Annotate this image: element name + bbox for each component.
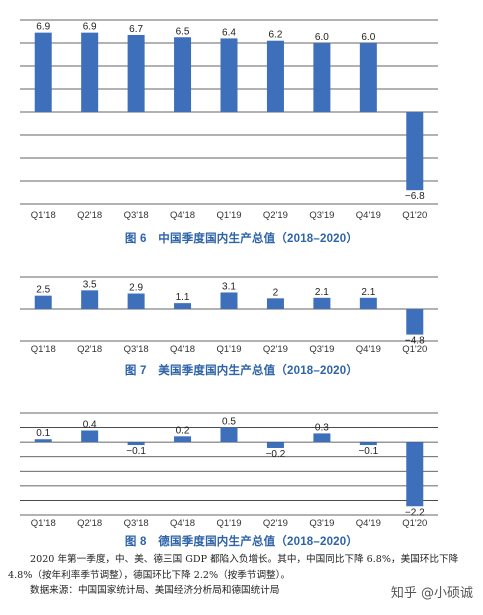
usa-gdp-chart: 2.5 Q1'18 3.5 Q2'18 2.9 Q3'18 1.1 Q4'18 3.1 Q1'19… [20, 276, 438, 355]
chart-caption-usa: 图 7 美国季度国内生产总值（2018–2020） [124, 365, 359, 377]
usa-tick-label: Q3'18 [124, 344, 149, 355]
china-data-label: 6.4 [222, 27, 236, 38]
germany-tick-label: Q1'20 [402, 518, 427, 529]
germany-bar-Q4'19 [359, 442, 377, 446]
china-tick-label: Q3'19 [309, 210, 334, 221]
china-tick-label: Q2'19 [263, 210, 288, 221]
usa-data-label: 2.1 [315, 287, 329, 298]
usa-bar-Q2'19 [266, 298, 284, 309]
usa-bar-Q4'19 [359, 297, 377, 309]
usa-data-label: 3.5 [83, 279, 97, 290]
germany-data-label: −0.1 [358, 446, 378, 457]
china-data-label: 6.5 [176, 26, 190, 37]
chart-caption-china: 图 6 中国季度国内生产总值（2018–2020） [124, 233, 359, 245]
germany-data-label: 0.4 [83, 419, 97, 430]
germany-data-label: −0.2 [266, 449, 286, 460]
usa-bar-Q1'20 [406, 309, 424, 335]
germany-tick-label: Q3'19 [309, 518, 334, 529]
usa-tick-label: Q4'18 [170, 344, 195, 355]
note-line-1: 2020 年第一季度，中、美、德三国 GDP 都陷入负增长。其中，中国同比下降 … [30, 554, 459, 565]
usa-data-label: −4.8 [405, 336, 425, 347]
usa-data-label: 1.1 [176, 292, 190, 303]
germany-bar-Q2'18 [81, 430, 99, 443]
china-bar-Q2'19 [266, 40, 284, 113]
germany-tick-label: Q4'18 [170, 518, 195, 529]
china-data-label: −6.8 [405, 191, 425, 202]
china-data-label: 6.9 [36, 22, 50, 33]
china-tick-label: Q4'18 [170, 210, 195, 221]
china-data-label: 6.7 [129, 24, 143, 35]
germany-gdp-chart: 0.1 Q1'18 0.4 Q2'18 −0.1 Q3'18 0.2 Q4'18 0.5 Q1'1… [20, 412, 438, 529]
germany-bar-Q1'20 [406, 442, 424, 507]
china-tick-label: Q1'20 [402, 210, 427, 221]
china-gdp-chart: 6.9 Q1'18 6.9 Q2'18 6.7 Q3'18 6.5 Q4'18 6.4 Q1'19… [20, 19, 438, 221]
china-bar-Q1'18 [34, 32, 52, 112]
germany-tick-label: Q3'18 [124, 518, 149, 529]
usa-bar-Q2'18 [81, 290, 99, 309]
usa-data-label: 2.5 [36, 285, 50, 296]
germany-tick-label: Q2'19 [263, 518, 288, 529]
germany-bar-Q1'19 [220, 427, 238, 443]
usa-data-label: 2 [273, 287, 279, 298]
china-bar-Q1'20 [406, 112, 424, 191]
note-line-2: 4.8%（按年利率季节调整），德国环比下降 2.2%（按季节调整）。 [8, 569, 291, 581]
china-tick-label: Q4'19 [356, 210, 381, 221]
china-tick-label: Q3'18 [124, 210, 149, 221]
usa-data-label: 2.9 [129, 283, 143, 294]
germany-bar-Q4'18 [174, 436, 192, 443]
china-data-label: 6.9 [83, 22, 97, 33]
germany-tick-label: Q4'19 [356, 518, 381, 529]
germany-tick-label: Q1'19 [216, 518, 241, 529]
china-bar-Q3'18 [127, 34, 145, 113]
germany-bar-Q3'18 [127, 442, 145, 446]
germany-data-label: 0.1 [36, 428, 50, 439]
china-data-label: 6.2 [268, 30, 282, 41]
germany-bar-Q2'19 [266, 442, 284, 448]
data-source: 数据来源：中国国家统计局、美国经济分析局和德国统计局 [30, 585, 280, 596]
china-bar-Q4'19 [359, 43, 377, 112]
usa-data-label: 2.1 [361, 287, 375, 298]
usa-tick-label: Q1'20 [402, 344, 427, 355]
usa-tick-label: Q2'18 [77, 344, 102, 355]
germany-data-label: −2.2 [405, 507, 425, 518]
germany-bar-Q1'18 [34, 439, 52, 443]
china-tick-label: Q2'18 [77, 210, 102, 221]
usa-bar-Q3'18 [127, 293, 145, 309]
usa-bar-Q1'18 [34, 295, 52, 309]
germany-data-label: 0.2 [176, 425, 190, 436]
china-tick-label: Q1'19 [216, 210, 241, 221]
china-data-label: 6.0 [361, 32, 375, 43]
usa-tick-label: Q1'18 [31, 344, 56, 355]
germany-tick-label: Q1'18 [31, 518, 56, 529]
china-bar-Q2'18 [81, 32, 99, 112]
usa-bar-Q4'18 [174, 303, 192, 309]
germany-data-label: 0.5 [222, 417, 236, 428]
note-paragraph: 2020 年第一季度，中、美、德三国 GDP 都陷入负增长。其中，中国同比下降 … [8, 552, 478, 599]
chart-caption-germany: 图 8 德国季度国内生产总值（2018–2020） [124, 536, 359, 548]
china-bar-Q4'18 [174, 37, 192, 112]
usa-tick-label: Q1'19 [216, 344, 241, 355]
china-data-label: 6.0 [315, 32, 329, 43]
germany-tick-label: Q2'18 [77, 518, 102, 529]
germany-bar-Q3'19 [313, 433, 331, 443]
usa-tick-label: Q4'19 [356, 344, 381, 355]
china-tick-label: Q1'18 [31, 210, 56, 221]
watermark: 知乎 @小硕诚 [390, 586, 473, 601]
germany-data-label: −0.1 [126, 446, 146, 457]
germany-data-label: 0.3 [315, 422, 329, 433]
usa-bar-Q3'19 [313, 297, 331, 309]
usa-tick-label: Q3'19 [309, 344, 334, 355]
china-bar-Q3'19 [313, 43, 331, 112]
china-bar-Q1'19 [220, 38, 238, 112]
usa-tick-label: Q2'19 [263, 344, 288, 355]
usa-bar-Q1'19 [220, 292, 238, 309]
usa-data-label: 3.1 [222, 281, 236, 292]
